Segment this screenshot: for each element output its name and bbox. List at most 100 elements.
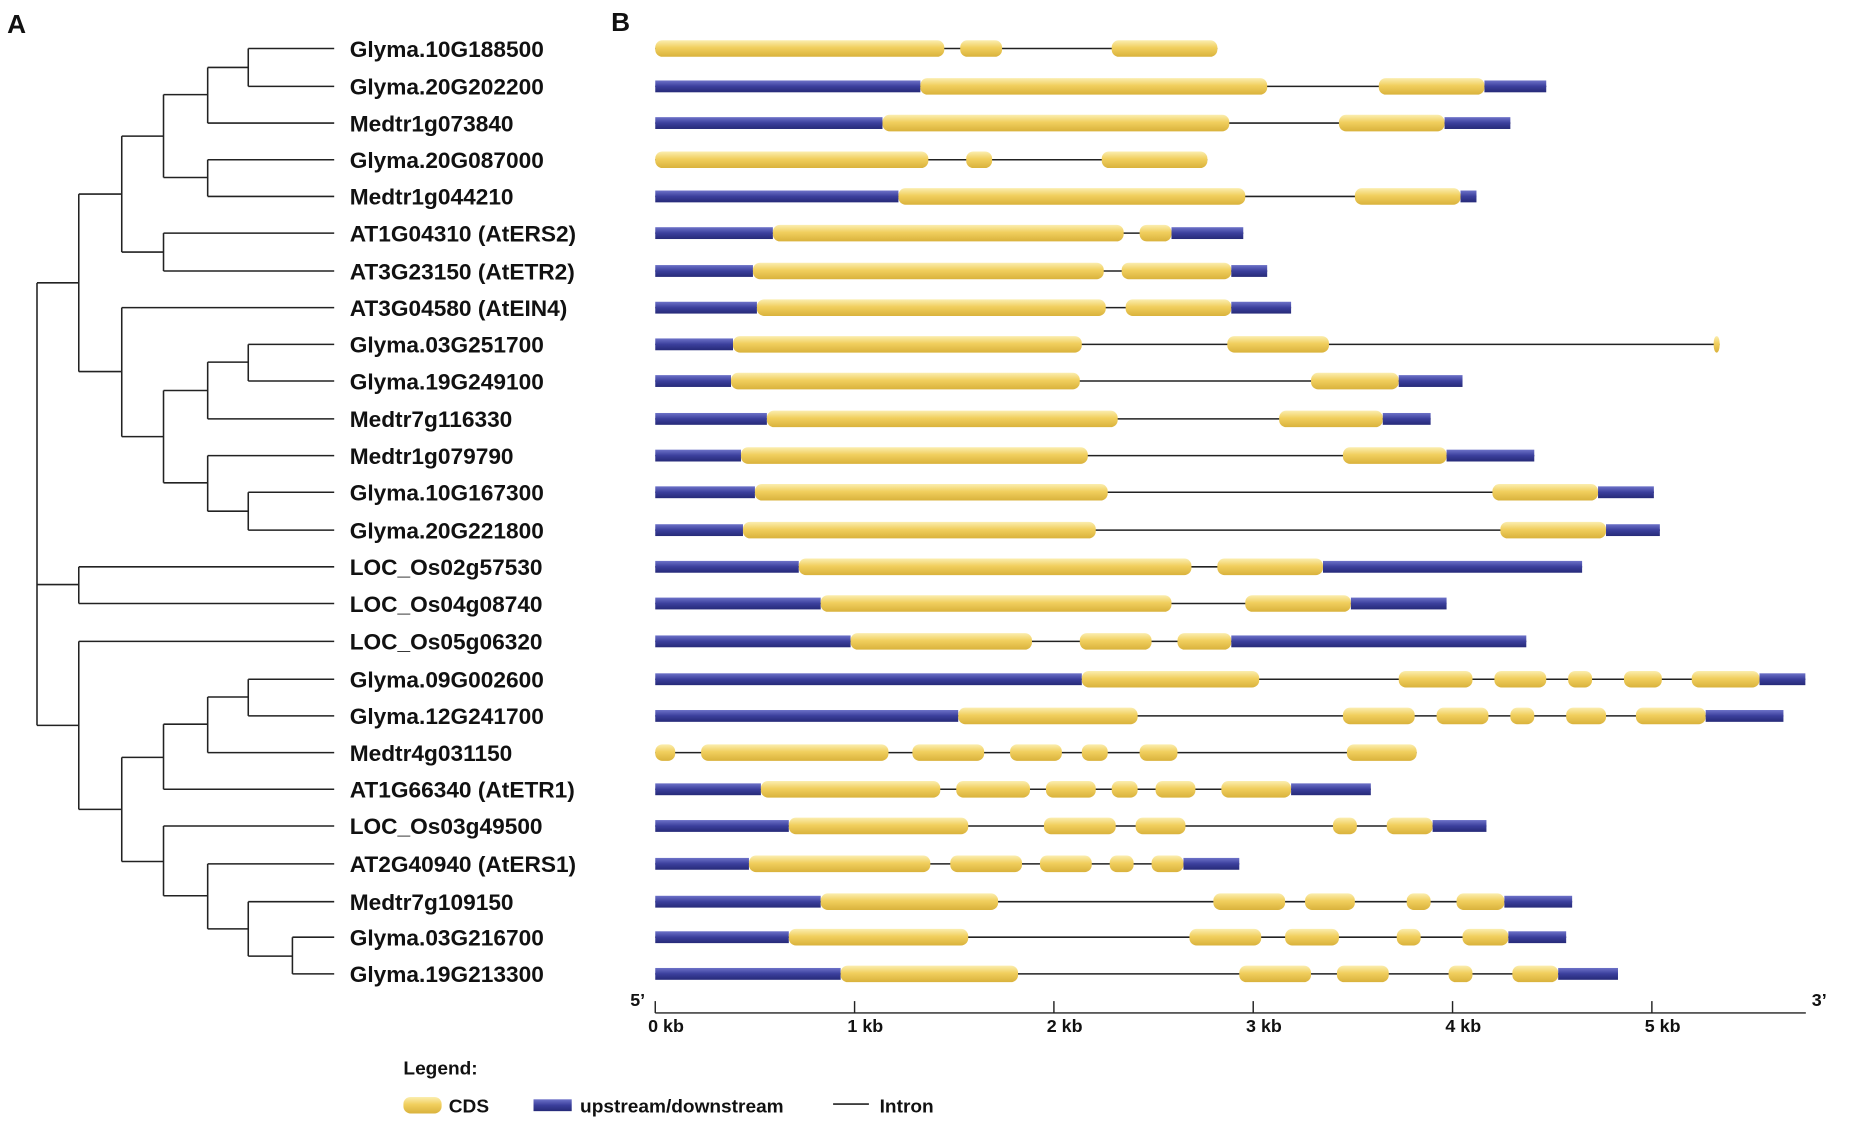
cds-exon <box>1121 262 1232 280</box>
cds-exon <box>958 707 1138 725</box>
utr-segment <box>655 524 743 537</box>
gene-row: Medtr4g031150 <box>350 741 1417 766</box>
gene-label: LOC_Os05g06320 <box>350 630 543 655</box>
utr-segment <box>655 635 851 648</box>
axis-tick-label: 4 kb <box>1445 1016 1481 1036</box>
gene-label: Glyma.10G188500 <box>350 37 544 62</box>
legend-cds-swatch <box>403 1096 442 1114</box>
cds-exon <box>1111 40 1218 57</box>
gene-label: Medtr7g116330 <box>350 407 513 432</box>
gene-label: Medtr1g079790 <box>350 444 514 469</box>
cds-exon <box>1566 707 1607 725</box>
utr-segment <box>655 597 821 610</box>
cds-exon <box>1151 855 1184 873</box>
cds-exon <box>1354 188 1461 205</box>
cds-exon <box>912 744 985 761</box>
cds-exon <box>1635 707 1706 725</box>
gene-label: AT1G66340 (AtETR1) <box>350 778 575 803</box>
utr-segment <box>1558 967 1618 980</box>
utr-segment <box>1484 80 1547 93</box>
cds-exon <box>1039 855 1092 873</box>
cds-exon <box>820 893 999 910</box>
cds-exon <box>1189 928 1262 946</box>
cds-exon <box>1079 633 1152 650</box>
utr-segment <box>1183 857 1240 870</box>
utr-segment <box>655 301 757 314</box>
cds-exon <box>1436 707 1489 725</box>
utr-segment <box>1444 117 1511 129</box>
cds-exon <box>1245 595 1351 612</box>
utr-segment <box>655 80 921 93</box>
cds-exon <box>1111 781 1138 798</box>
cds-exon <box>1135 817 1186 835</box>
utr-segment <box>655 227 773 240</box>
cds-exon <box>732 336 1082 353</box>
utr-segment <box>1291 783 1371 796</box>
gene-row: Medtr1g079790 <box>350 444 1535 469</box>
cds-exon <box>1081 744 1108 761</box>
gene-row: Glyma.20G221800 <box>350 519 1660 544</box>
gene-row: AT1G04310 (AtERS2) <box>350 221 1244 246</box>
utr-segment <box>655 857 749 870</box>
gene-row: Glyma.09G002600 <box>350 668 1806 693</box>
cds-exon <box>752 262 1104 280</box>
gene-row: LOC_Os04g08740 <box>350 592 1447 617</box>
axis: 5’ 3’ 0 kb 1 kb 2 kb 3 kb 4 kb 5 kb <box>630 990 1827 1036</box>
panel-label-b: B <box>611 7 630 37</box>
utr-segment <box>1382 412 1431 425</box>
utr-segment <box>1759 673 1806 686</box>
gene-label: Glyma.03G216700 <box>350 926 544 951</box>
cds-exon <box>820 595 1172 612</box>
gene-label: Glyma.03G251700 <box>350 333 544 358</box>
cds-exon <box>748 855 931 873</box>
cds-exon <box>1342 447 1447 464</box>
gene-row: LOC_Os02g57530 <box>350 555 1583 580</box>
gene-row: Medtr7g109150 <box>350 890 1573 915</box>
gene-label: AT3G04580 (AtEIN4) <box>350 296 568 321</box>
cds-exon <box>1342 707 1415 725</box>
cds-exon <box>1305 893 1355 910</box>
utr-segment <box>655 560 799 573</box>
cds-exon <box>1691 670 1760 688</box>
gene-row: Glyma.12G241700 <box>350 704 1784 729</box>
legend-utr-label: upstream/downstream <box>580 1096 784 1117</box>
legend-cds-label: CDS <box>449 1096 489 1117</box>
utr-segment <box>1504 895 1573 908</box>
gene-row: Glyma.20G202200 <box>350 75 1547 100</box>
utr-segment <box>1598 486 1654 499</box>
cds-exon <box>840 965 1019 983</box>
cds-exon <box>1332 817 1357 835</box>
utr-segment <box>655 338 733 351</box>
axis-tick-label: 2 kb <box>1047 1016 1083 1036</box>
gene-label: Glyma.20G221800 <box>350 519 544 544</box>
gene-row: AT1G66340 (AtETR1) <box>350 778 1371 803</box>
cds-exon <box>740 447 1088 464</box>
cds-exon <box>1239 965 1312 983</box>
gene-label: Glyma.20G202200 <box>350 75 544 100</box>
cds-exon <box>1378 78 1485 95</box>
gene-row: AT3G04580 (AtEIN4) <box>350 296 1292 321</box>
cds-exon <box>1568 670 1593 688</box>
utr-segment <box>1508 931 1567 944</box>
utr-segment <box>1432 820 1487 832</box>
cds-exon <box>655 151 929 169</box>
utr-segment <box>655 931 789 944</box>
cds-exon <box>1346 744 1417 761</box>
utr-segment <box>1231 301 1292 314</box>
cds-exon <box>1338 114 1445 132</box>
utr-segment <box>655 895 821 908</box>
gene-label: Glyma.09G002600 <box>350 668 544 693</box>
utr-segment <box>1322 560 1583 573</box>
phylogenetic-tree <box>36 47 335 975</box>
cds-exon <box>1494 670 1547 688</box>
cds-exon <box>1448 965 1473 983</box>
cds-exon <box>1109 855 1134 873</box>
gene-row: Glyma.20G087000 <box>350 148 1208 173</box>
utr-segment <box>1606 524 1660 537</box>
cds-exon <box>1221 781 1292 798</box>
gene-label: Medtr7g109150 <box>350 890 514 915</box>
cds-exon <box>920 78 1268 95</box>
cds-exon <box>956 781 1030 798</box>
axis-tick-label: 3 kb <box>1246 1016 1282 1036</box>
cds-exon <box>1139 744 1178 761</box>
